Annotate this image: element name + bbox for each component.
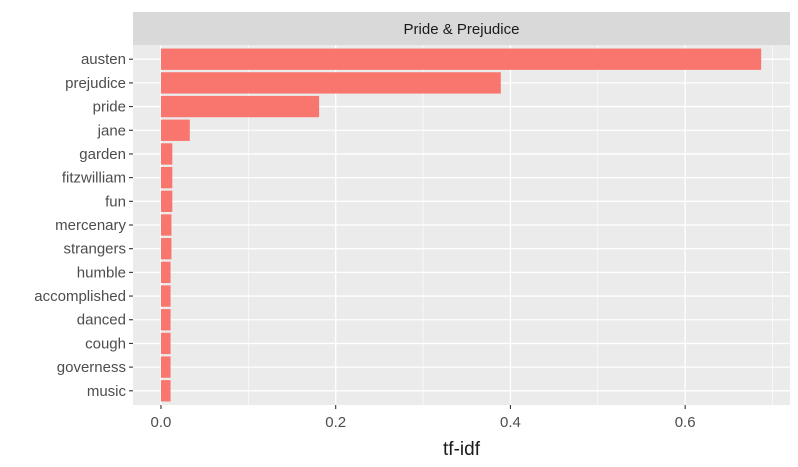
y-tick-label: strangers	[63, 241, 126, 258]
bar-prejudice	[160, 72, 501, 94]
y-tick-label: austen	[81, 51, 126, 68]
x-tick-label: 0.6	[675, 414, 696, 431]
major-gridlines	[133, 45, 790, 405]
y-tick-label: governess	[57, 359, 126, 376]
bar-austen	[160, 48, 762, 70]
y-tick-label: pride	[93, 99, 126, 116]
bar-fun	[160, 190, 173, 212]
y-tick-label: fun	[105, 193, 126, 210]
y-tick-label: prejudice	[65, 75, 126, 92]
facet-strip	[133, 12, 790, 45]
bar-music	[160, 380, 171, 402]
bar-accomplished	[160, 285, 171, 307]
bars	[160, 48, 762, 402]
bar-jane	[160, 119, 190, 141]
bar-strangers	[160, 238, 172, 260]
y-tick-label: accomplished	[34, 288, 126, 305]
bar-humble	[160, 261, 171, 284]
bar-garden	[160, 143, 173, 165]
bar-governess	[160, 356, 171, 378]
y-tick-label: music	[87, 383, 127, 400]
x-axis-title: tf-idf	[443, 439, 481, 460]
bar-mercenary	[160, 214, 172, 236]
y-axis: austen prejudice pride jane garden fitzwillia…	[34, 51, 133, 400]
x-axis: 0.0 0.2 0.4 0.6	[151, 405, 696, 431]
y-tick-label: danced	[77, 312, 126, 329]
facet-title: Pride & Prejudice	[404, 21, 520, 38]
x-tick-label: 0.2	[325, 414, 346, 431]
y-tick-label: cough	[85, 335, 126, 352]
x-tick-label: 0.0	[151, 414, 172, 431]
y-tick-label: mercenary	[55, 217, 126, 234]
y-tick-label: humble	[77, 264, 126, 281]
y-tick-label: jane	[97, 122, 126, 139]
x-tick-label: 0.4	[500, 414, 521, 431]
y-tick-label: garden	[79, 146, 126, 163]
y-tick-label: fitzwilliam	[62, 170, 126, 187]
bar-pride	[160, 95, 320, 118]
bar-fitzwilliam	[160, 166, 173, 189]
bar-danced	[160, 309, 171, 331]
bar-cough	[160, 332, 171, 355]
